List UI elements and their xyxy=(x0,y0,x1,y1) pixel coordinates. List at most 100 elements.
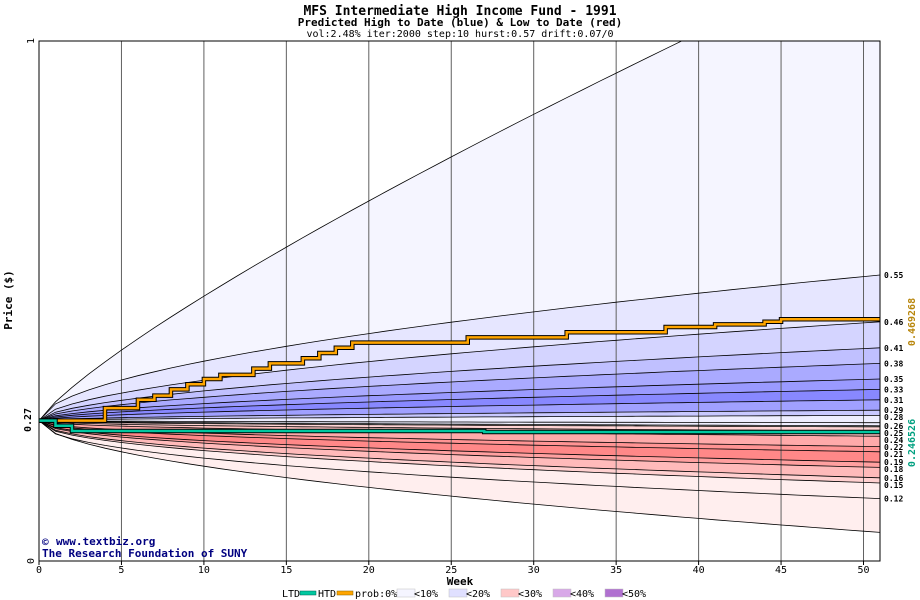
lower-probability-band xyxy=(39,420,880,478)
legend-prob-label: prob:0% xyxy=(355,589,397,600)
quantile-value-label: 0.16 xyxy=(884,474,903,483)
quantile-line xyxy=(39,420,880,428)
x-axis-label: Week xyxy=(447,575,474,588)
quantile-line xyxy=(39,321,880,421)
quantile-value-label: 0.19 xyxy=(884,458,903,467)
lower-probability-band xyxy=(39,420,880,533)
legend-swatch xyxy=(396,588,416,598)
lower-probability-band xyxy=(39,420,880,452)
y-axis-label: Price ($) xyxy=(2,270,15,330)
quantile-line xyxy=(39,409,880,421)
lower-probability-band xyxy=(39,420,880,431)
x-tick-label: 40 xyxy=(693,565,705,576)
quantile-line xyxy=(39,399,880,421)
quantile-line xyxy=(39,420,880,499)
legend-item-label: <50% xyxy=(622,589,646,600)
upper-probability-band xyxy=(39,275,880,421)
quantile-value-label: 0.31 xyxy=(884,396,903,405)
credit-copyright-symbol: © xyxy=(42,536,49,549)
quantile-line xyxy=(39,378,880,421)
quantile-line xyxy=(39,41,683,421)
legend-htd-swatch xyxy=(336,590,354,596)
x-tick-label: 15 xyxy=(280,565,292,576)
htd-final-label: 0.469268 xyxy=(907,298,918,346)
plot-border xyxy=(38,40,881,562)
legend-item-label: <10% xyxy=(414,589,438,600)
y-tick-label: 0 xyxy=(26,558,37,564)
x-tick-label: 50 xyxy=(857,565,869,576)
legend-swatch xyxy=(604,588,624,598)
lower-probability-band xyxy=(39,420,880,499)
legend-htd-label: HTD xyxy=(318,589,336,600)
upper-probability-band xyxy=(39,41,880,421)
legend-item-label: <20% xyxy=(466,589,490,600)
quantile-line xyxy=(39,420,880,533)
quantile-value-label: 0.28 xyxy=(884,413,903,422)
quantile-line xyxy=(39,420,880,468)
quantile-value-label: 0.18 xyxy=(884,465,903,474)
legend-item-label: <30% xyxy=(518,589,542,600)
quantile-value-label: 0.55 xyxy=(884,271,903,280)
x-axis-ticks: 0 5 10 15 20 25 30 35 40 45 50 xyxy=(36,561,870,576)
chart-subtitle: Predicted High to Date (blue) & Low to D… xyxy=(298,16,623,29)
x-tick-label: 25 xyxy=(445,565,457,576)
x-tick-label: 10 xyxy=(198,565,210,576)
y-tick-label: 1 xyxy=(26,38,37,44)
quantile-value-label: 0.33 xyxy=(884,385,903,394)
simulation-params: vol:2.48% iter:2000 step:10 hurst:0.57 d… xyxy=(306,29,613,40)
quantile-value-label: 0.24 xyxy=(884,436,903,445)
quantile-value-label: 0.12 xyxy=(884,495,903,504)
quantile-line xyxy=(39,420,880,424)
quantile-line xyxy=(39,363,880,421)
x-tick-label: 0 xyxy=(36,565,42,576)
quantile-line xyxy=(39,420,880,427)
quantile-value-label: 0.22 xyxy=(884,443,903,452)
lower-probability-band xyxy=(39,420,880,468)
quantile-value-label: 0.38 xyxy=(884,359,903,368)
upper-probability-band xyxy=(39,347,880,421)
quantile-line xyxy=(39,389,880,421)
legend-swatch xyxy=(448,588,468,598)
ltd-line xyxy=(39,419,880,434)
credit-organization: The Research Foundation of SUNY xyxy=(42,547,248,560)
start-value-label: 0.27 xyxy=(23,408,34,432)
quantile-line xyxy=(39,415,880,421)
x-tick-label: 45 xyxy=(775,565,787,576)
quantile-value-label: 0.26 xyxy=(884,422,903,431)
quantile-value-label: 0.35 xyxy=(884,375,903,384)
quantile-value-label: 0.15 xyxy=(884,481,903,490)
lower-probability-band xyxy=(39,420,880,463)
lower-probability-band xyxy=(39,420,880,447)
quantile-lines xyxy=(39,41,880,533)
upper-probability-band xyxy=(39,321,880,421)
upper-probability-band xyxy=(39,379,880,421)
quantile-line xyxy=(39,274,880,421)
quantile-line xyxy=(39,347,880,421)
legend-ltd-swatch xyxy=(299,590,317,596)
gridlines xyxy=(120,41,865,561)
x-tick-label: 5 xyxy=(118,565,124,576)
quantile-value-label: 0.21 xyxy=(884,450,903,459)
upper-probability-band xyxy=(39,389,880,421)
quantile-value-label: 0.41 xyxy=(884,344,903,353)
legend: LTD HTD prob:0% <10% <20% <30% <40% <50% xyxy=(282,588,646,600)
quantile-value-labels: 0.55 0.46 0.41 0.38 0.350.33 0.310.290.280.26… xyxy=(884,271,903,504)
quantile-line xyxy=(39,420,880,453)
ltd-final-label: 0.246526 xyxy=(907,419,918,467)
legend-ltd-label: LTD xyxy=(282,589,300,600)
quantile-value-label: 0.29 xyxy=(884,406,903,415)
x-tick-label: 35 xyxy=(610,565,622,576)
x-tick-label: 30 xyxy=(528,565,540,576)
quantile-line xyxy=(39,420,880,479)
lower-probability-band xyxy=(39,420,880,483)
y-axis-ticks: 01 xyxy=(26,38,37,564)
quantile-line xyxy=(39,420,880,463)
quantile-value-label: 0.46 xyxy=(884,318,903,327)
htd-line xyxy=(39,317,880,422)
quantile-line xyxy=(39,420,880,484)
legend-swatch xyxy=(500,588,520,598)
legend-swatch xyxy=(552,588,572,598)
credit-website: www.textbiz.org xyxy=(56,535,155,548)
chart-title: MFS Intermediate High Income Fund - 1991 xyxy=(303,4,616,19)
